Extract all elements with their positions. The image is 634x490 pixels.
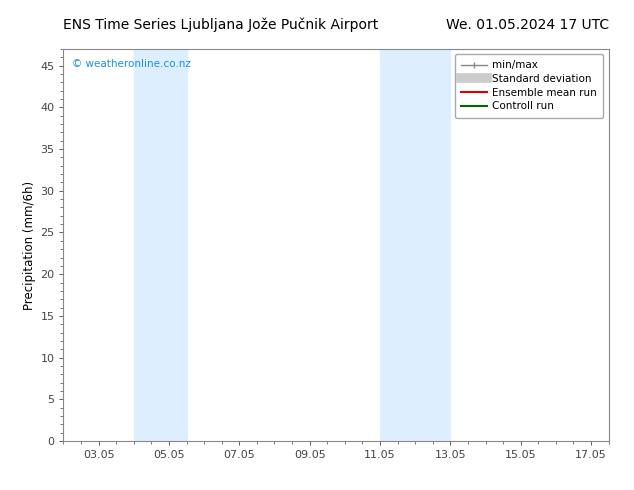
Bar: [380, 49, 450, 441]
Bar: [134, 49, 186, 441]
Y-axis label: Precipitation (mm/6h): Precipitation (mm/6h): [23, 180, 36, 310]
Text: © weatheronline.co.nz: © weatheronline.co.nz: [72, 59, 190, 69]
Legend: min/max, Standard deviation, Ensemble mean run, Controll run: min/max, Standard deviation, Ensemble me…: [455, 54, 604, 118]
Text: We. 01.05.2024 17 UTC: We. 01.05.2024 17 UTC: [446, 18, 609, 32]
Text: ENS Time Series Ljubljana Jože Pučnik Airport: ENS Time Series Ljubljana Jože Pučnik Ai…: [63, 17, 378, 32]
